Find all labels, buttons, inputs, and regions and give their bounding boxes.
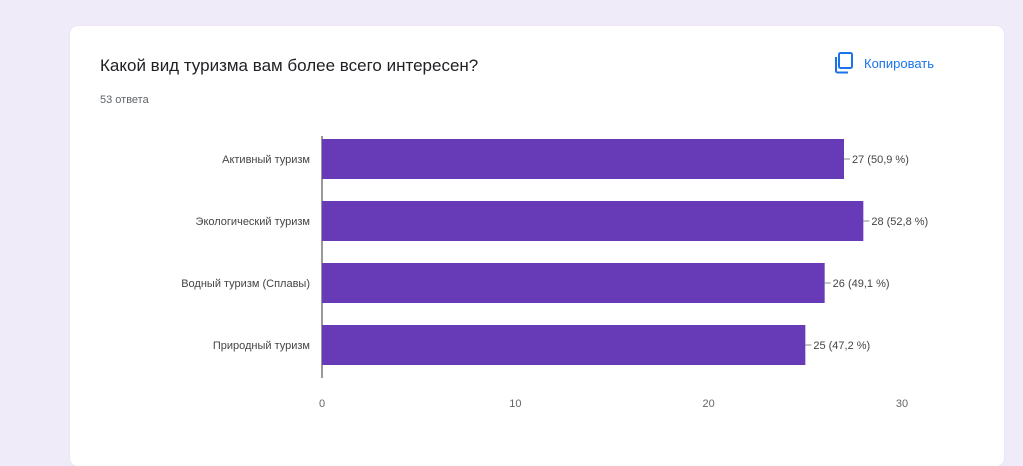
x-tick-label: 30	[896, 398, 908, 410]
bar	[322, 263, 825, 303]
question-card: Какой вид туризма вам более всего интере…	[70, 26, 1004, 466]
category-label: Экологический туризм	[196, 216, 310, 228]
copy-button[interactable]: Копировать	[834, 52, 934, 74]
bar	[322, 325, 806, 365]
bar	[322, 201, 864, 241]
x-tick-label: 0	[319, 398, 325, 410]
x-tick-label: 20	[703, 398, 715, 410]
category-label: Водный туризм (Сплавы)	[181, 278, 310, 290]
copy-button-label: Копировать	[864, 55, 934, 71]
x-tick-label: 10	[509, 398, 521, 410]
data-label: 26 (49,1 %)	[833, 278, 890, 290]
bar-chart: Активный туризм 27 (50,9 %) Экологический …	[181, 136, 928, 410]
category-label: Природный туризм	[213, 340, 310, 352]
data-label: 28 (52,8 %)	[871, 216, 928, 228]
bar	[322, 139, 844, 179]
question-title: Какой вид туризма вам более всего интере…	[100, 56, 479, 75]
data-label: 25 (47,2 %)	[813, 340, 870, 352]
copy-icon	[834, 52, 854, 74]
data-label: 27 (50,9 %)	[852, 154, 909, 166]
category-label: Активный туризм	[222, 154, 310, 166]
responses-count: 53 ответа	[100, 94, 149, 106]
